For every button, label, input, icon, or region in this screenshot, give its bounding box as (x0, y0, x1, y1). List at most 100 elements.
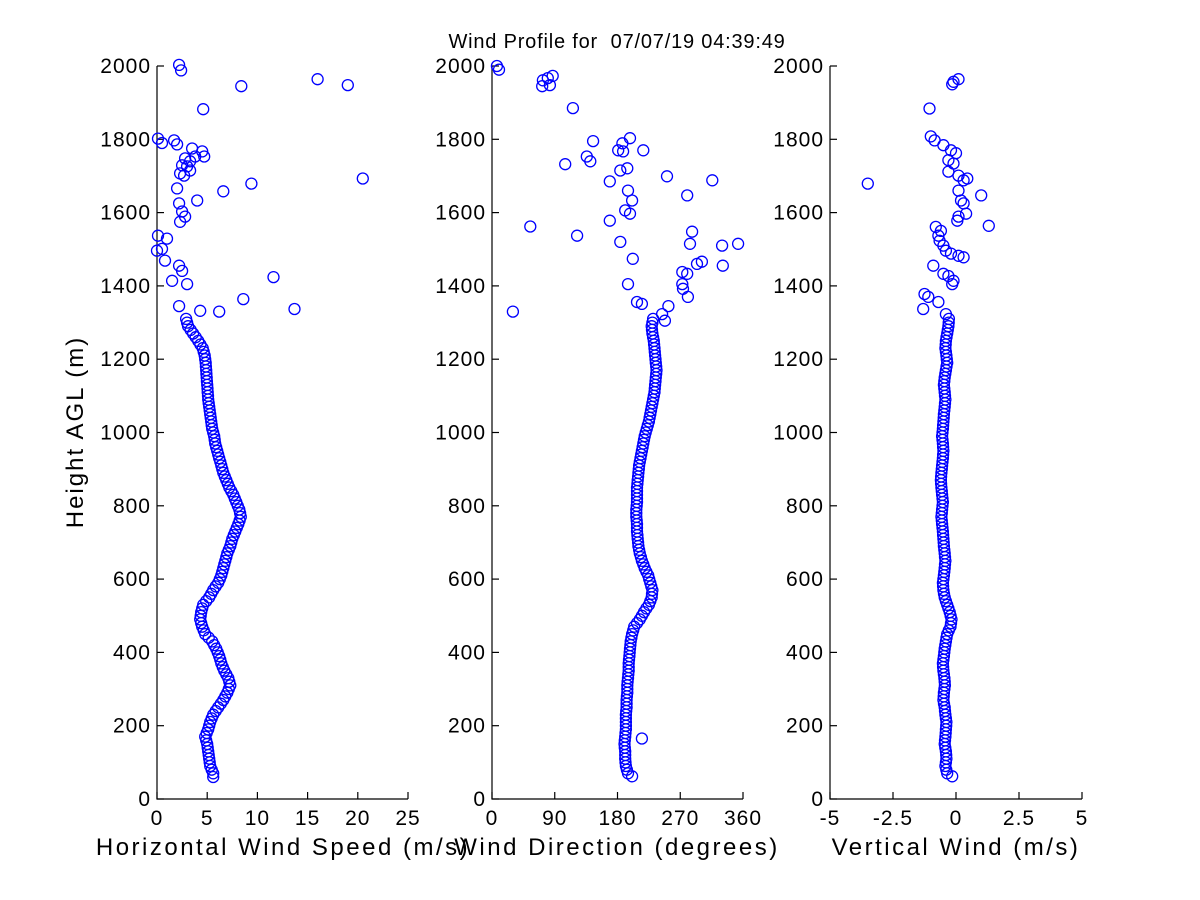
data-point-marker (635, 732, 649, 745)
data-point-marker (626, 252, 639, 265)
y-tick-label: 800 (786, 495, 824, 518)
data-point-marker (603, 214, 616, 227)
data-point-marker (683, 237, 697, 250)
x-tick-label: 20 (345, 807, 370, 830)
data-point-marker (932, 229, 945, 242)
data-point-marker (706, 174, 719, 187)
y-tick-label: 1800 (100, 128, 151, 151)
data-point-marker (612, 144, 625, 157)
data-point-marker (173, 215, 187, 228)
data-point-marker (982, 219, 995, 232)
data-point-marker (213, 305, 226, 318)
data-point-marker (197, 103, 210, 116)
data-point-marker (155, 136, 169, 150)
x-tick-label: 90 (542, 807, 567, 830)
data-point-marker (861, 177, 874, 190)
x-tick-label: 25 (395, 807, 420, 830)
x-tick-label: 0 (486, 807, 499, 830)
data-point-marker (685, 225, 699, 238)
data-point-marker (927, 259, 940, 272)
data-point-marker (625, 770, 639, 783)
data-point-marker (151, 229, 165, 242)
y-tick-label: 1600 (100, 202, 151, 225)
x-axis-label-horizontal-wind-speed: Horizontal Wind Speed (m/s) (95, 834, 471, 861)
scatter-series (490, 59, 745, 783)
data-point-marker (616, 145, 630, 158)
data-point-marker (637, 144, 650, 157)
data-point-marker (288, 302, 301, 316)
data-point-marker (165, 274, 179, 287)
data-point-marker (614, 235, 627, 249)
data-point-marker (267, 270, 280, 284)
y-tick-label: 200 (113, 715, 151, 738)
data-point-marker (167, 134, 181, 147)
data-point-marker (944, 247, 958, 260)
x-tick-label: 5 (201, 807, 214, 830)
data-point-marker (951, 214, 964, 227)
chart-title: Wind Profile for 07/07/19 04:39:49 (448, 31, 786, 53)
data-point-marker (214, 697, 227, 710)
data-point-marker (155, 242, 169, 256)
x-tick-label: 5 (1076, 807, 1089, 830)
x-tick-label: 0 (151, 807, 164, 830)
profile-series (179, 312, 247, 780)
data-point-marker (197, 598, 210, 611)
y-tick-label: 200 (786, 715, 824, 738)
data-point-marker (206, 635, 219, 648)
y-tick-label: 1600 (435, 202, 486, 225)
data-point-marker (506, 305, 520, 318)
subplot-wind-direction: 0 200 400 600 800 1000 1200 1400 1600 1800 2000 0 90… (435, 55, 761, 830)
data-point-marker (715, 239, 729, 252)
data-point-marker (175, 264, 189, 278)
y-tick-label: 400 (448, 641, 486, 664)
data-point-marker (942, 320, 955, 333)
data-point-marker (625, 194, 639, 207)
y-tick-label: 0 (473, 788, 486, 811)
data-point-marker (245, 177, 258, 190)
data-point-marker (174, 64, 188, 77)
data-point-marker (660, 170, 674, 183)
data-point-marker (570, 229, 584, 242)
data-point-marker (536, 80, 549, 93)
data-point-marker (177, 169, 191, 182)
x-axis-label-vertical-wind: Vertical Wind (m/s) (831, 834, 1081, 861)
data-point-marker (543, 78, 557, 92)
y-tick-label: 600 (786, 568, 824, 591)
y-tick-label: 400 (113, 641, 151, 664)
axis-line (829, 66, 1082, 800)
y-tick-label: 600 (113, 568, 151, 591)
data-point-marker (946, 277, 959, 291)
x-tick-label: 10 (245, 807, 270, 830)
data-point-marker (957, 197, 970, 210)
data-point-marker (658, 314, 672, 327)
y-tick-label: 1800 (435, 128, 486, 151)
data-point-marker (180, 160, 194, 173)
x-tick-label: 270 (661, 807, 699, 830)
data-point-marker (151, 132, 165, 145)
data-point-marker (198, 150, 211, 163)
data-point-marker (623, 207, 637, 220)
data-point-marker (655, 307, 669, 321)
data-point-marker (731, 237, 745, 250)
data-point-marker (170, 182, 184, 195)
data-point-marker (716, 259, 729, 272)
data-point-marker (623, 132, 637, 145)
x-tick-label: 0 (950, 807, 963, 830)
x-tick-label: 15 (295, 807, 320, 830)
data-point-marker (172, 299, 186, 313)
data-point-marker (172, 58, 186, 72)
data-point-marker (932, 295, 945, 309)
data-point-marker (180, 277, 194, 291)
y-tick-label: 0 (811, 788, 824, 811)
y-tick-label: 800 (113, 495, 151, 518)
subplot-vertical-wind: 0 200 400 600 800 1000 1200 1400 1600 1800 2000 -5 -… (773, 55, 1089, 830)
data-point-marker (584, 155, 597, 168)
y-tick-label: 2000 (773, 55, 824, 78)
data-point-marker (681, 189, 694, 202)
scatter-series (150, 58, 369, 784)
y-tick-label: 2000 (100, 55, 151, 78)
x-tick-label: 180 (598, 807, 636, 830)
subplot-horizontal-wind-speed: 0 200 400 600 800 1000 1200 1400 1600 1800 2000 0 5 1… (100, 55, 420, 830)
